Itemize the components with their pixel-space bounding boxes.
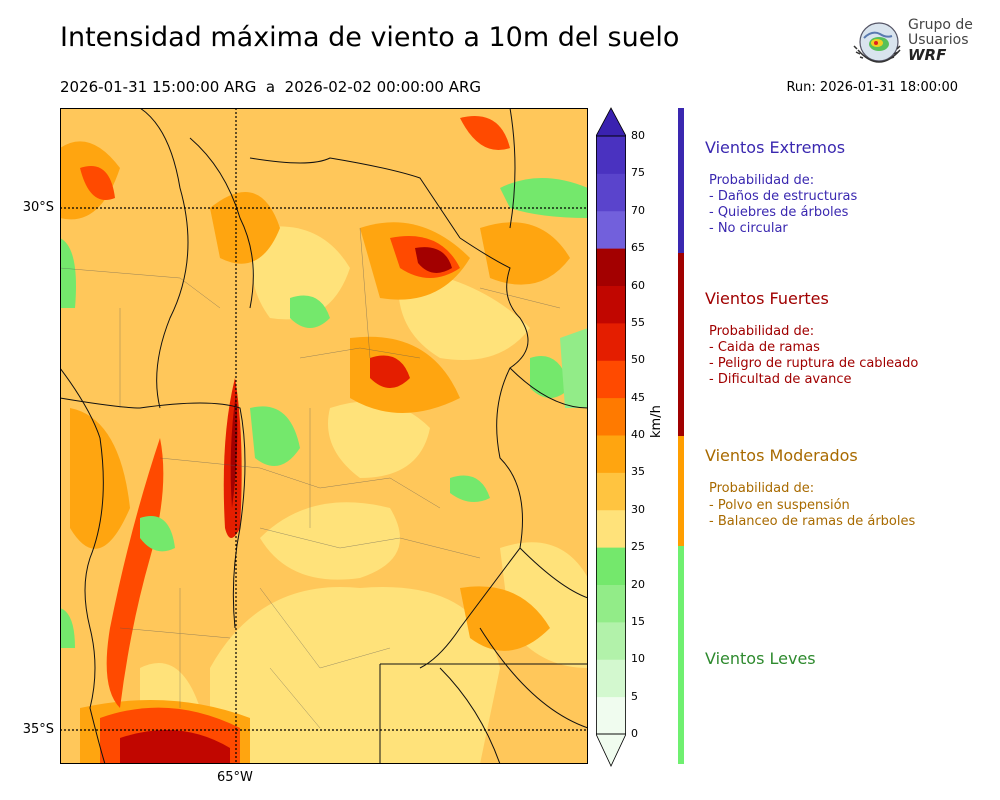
category-heading-moderate: Probabilidad de: (709, 481, 815, 496)
colorbar-tick-label: 70 (631, 203, 645, 217)
wind-zone-light (560, 328, 588, 408)
colorbar-segment (596, 248, 626, 286)
colorbar-tick-label: 45 (631, 390, 645, 404)
colorbar-tick-label: 10 (631, 652, 645, 666)
colorbar-segment (596, 509, 626, 548)
lat-label-35s: 35°S (22, 722, 54, 737)
wind-zone-light (60, 238, 76, 308)
colorbar-tick-label: 65 (631, 241, 645, 255)
colorbar-segment (596, 584, 626, 623)
category-item: - Daños de estructuras (709, 189, 858, 204)
colorbar-segment (596, 285, 626, 324)
wind-zone-light (250, 406, 300, 466)
colorbar-segment (596, 360, 626, 399)
category-title-light: Vientos Leves (705, 649, 816, 668)
map-title: Intensidad máxima de viento a 10m del su… (60, 22, 680, 53)
wind-zone-strong-core (415, 247, 452, 273)
wind-zone-moderate (70, 408, 130, 549)
colorbar-unit: km/h (649, 405, 664, 438)
colorbar-extend-high (596, 107, 626, 137)
colorbar-segment (596, 472, 626, 511)
wind-zone-light (140, 516, 175, 552)
colorbar-segment (596, 322, 626, 361)
wind-zone-low (210, 587, 500, 764)
wind-zone-strong (80, 166, 115, 200)
category-title-moderate: Vientos Moderados (705, 446, 858, 465)
wind-zone-strong (370, 355, 410, 388)
category-item: - Balanceo de ramas de árboles (709, 514, 916, 529)
wind-zone-strong (106, 438, 164, 708)
wind-intensity-map (60, 108, 588, 764)
globe-icon (853, 22, 901, 63)
category-bar-strong (678, 253, 684, 436)
category-item: - Peligro de ruptura de cableado (709, 356, 919, 371)
colorbar (596, 107, 626, 767)
colorbar-tick-label: 80 (631, 129, 645, 142)
category-heading-strong: Probabilidad de: (709, 324, 815, 339)
category-title-strong: Vientos Fuertes (705, 289, 829, 308)
category-bar-light (678, 546, 684, 764)
colorbar-segment (596, 547, 626, 585)
colorbar-tick-label: 15 (631, 614, 645, 628)
colorbar-tick-label: 35 (631, 465, 645, 479)
map-frame (60, 108, 588, 764)
wind-zone-moderate (480, 222, 570, 285)
colorbar-tick-label: 50 (631, 353, 645, 367)
colorbar-segment (596, 659, 626, 698)
wind-zone-low (260, 502, 400, 580)
category-item: - Polvo en suspensión (709, 498, 850, 513)
wind-zone-moderate (460, 586, 550, 651)
wind-zone-strong-core (120, 730, 230, 764)
category-item: - Quiebres de árboles (709, 205, 849, 220)
logo-text: Grupo de Usuarios WRF (908, 18, 973, 63)
colorbar-tick-label: 55 (631, 315, 645, 329)
category-item: - Dificultad de avance (709, 372, 852, 387)
logo-line1: Grupo de (908, 17, 973, 33)
lon-label-65w: 65°W (217, 770, 253, 785)
colorbar-tick-label: 60 (631, 278, 645, 292)
wind-zone-light (60, 608, 75, 648)
logo-line3: WRF (908, 46, 947, 64)
graticule (60, 108, 588, 764)
colorbar-segment (596, 621, 626, 660)
wind-zone-light (290, 295, 330, 328)
logo-line2: Usuarios (908, 32, 969, 48)
category-item: - Caida de ramas (709, 340, 820, 355)
political-boundaries (60, 108, 588, 764)
colorbar-tick-label: 0 (631, 727, 638, 740)
department-boundaries (60, 227, 561, 729)
category-bar-extreme (678, 108, 684, 253)
colorbar-segment (596, 435, 626, 473)
category-bar-moderate (678, 436, 684, 546)
colorbar-extend-low (596, 733, 626, 767)
wind-zone-moderate (210, 192, 280, 264)
run-timestamp: Run: 2026-01-31 18:00:00 (786, 80, 958, 95)
valid-time-range: 2026-01-31 15:00:00 ARG a 2026-02-02 00:… (60, 78, 482, 96)
category-title-extreme: Vientos Extremos (705, 138, 846, 157)
colorbar-tick-label: 40 (631, 428, 645, 441)
wind-zone-low (328, 401, 430, 478)
colorbar-segment (596, 173, 626, 212)
wrf-logo (853, 22, 901, 63)
wind-zone-strong (460, 116, 510, 150)
colorbar-segment (596, 397, 626, 436)
wind-zone-light (450, 475, 490, 502)
colorbar-segment (596, 210, 626, 249)
colorbar-tick-label: 25 (631, 540, 645, 554)
colorbar-tick-label: 30 (631, 502, 645, 516)
lat-label-30s: 30°S (22, 200, 54, 215)
wind-zone-light (530, 356, 570, 398)
colorbar-tick-label: 75 (631, 166, 645, 180)
category-item: - No circular (709, 221, 788, 236)
colorbar-tick-label: 5 (631, 689, 638, 703)
category-heading-extreme: Probabilidad de: (709, 173, 815, 188)
wind-zone-low (252, 226, 350, 320)
colorbar-segment (596, 136, 626, 174)
colorbar-tick-label: 20 (631, 577, 645, 591)
colorbar-segment (596, 696, 626, 735)
